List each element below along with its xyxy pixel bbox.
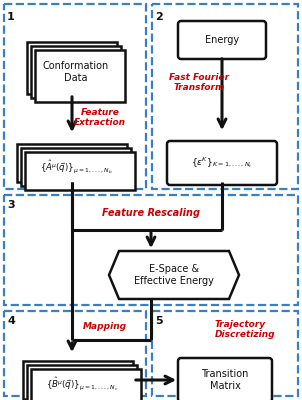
Text: Conformation
Data: Conformation Data: [43, 61, 109, 83]
FancyBboxPatch shape: [21, 148, 131, 186]
Text: Fast Fourier
Transform: Fast Fourier Transform: [169, 73, 229, 92]
Text: $\{\hat{B}^\mu(\vec{q})\}_{\mu=1,...,N_c}$: $\{\hat{B}^\mu(\vec{q})\}_{\mu=1,...,N_c…: [46, 376, 118, 392]
Text: Trajectory
Discretizing: Trajectory Discretizing: [215, 320, 276, 339]
FancyBboxPatch shape: [167, 141, 277, 185]
FancyBboxPatch shape: [178, 358, 272, 400]
Text: Mapping: Mapping: [83, 322, 127, 331]
Text: $\{\hat{A}^\mu(\vec{q})\}_{\mu=1,...,N_b}$: $\{\hat{A}^\mu(\vec{q})\}_{\mu=1,...,N_b…: [40, 159, 112, 175]
Text: Transition
Matrix: Transition Matrix: [201, 369, 249, 391]
Text: Feature Rescaling: Feature Rescaling: [102, 208, 200, 218]
FancyBboxPatch shape: [178, 21, 266, 59]
FancyBboxPatch shape: [27, 365, 137, 400]
Polygon shape: [109, 251, 239, 299]
FancyBboxPatch shape: [25, 152, 135, 190]
FancyBboxPatch shape: [17, 144, 127, 182]
Text: Feature
Extraction: Feature Extraction: [74, 108, 126, 127]
FancyBboxPatch shape: [31, 369, 141, 400]
FancyBboxPatch shape: [35, 50, 125, 102]
FancyBboxPatch shape: [31, 46, 121, 98]
Text: $\{\varepsilon^K\}_{K=1,...,N_t}$: $\{\varepsilon^K\}_{K=1,...,N_t}$: [191, 156, 253, 170]
Text: 5: 5: [155, 316, 162, 326]
Text: E-Space &
Effective Energy: E-Space & Effective Energy: [134, 264, 214, 286]
Text: 1: 1: [7, 12, 15, 22]
FancyBboxPatch shape: [27, 42, 117, 94]
FancyBboxPatch shape: [23, 361, 133, 399]
Text: Energy: Energy: [205, 35, 239, 45]
Text: 2: 2: [155, 12, 163, 22]
Text: 3: 3: [7, 200, 14, 210]
Text: 4: 4: [7, 316, 15, 326]
